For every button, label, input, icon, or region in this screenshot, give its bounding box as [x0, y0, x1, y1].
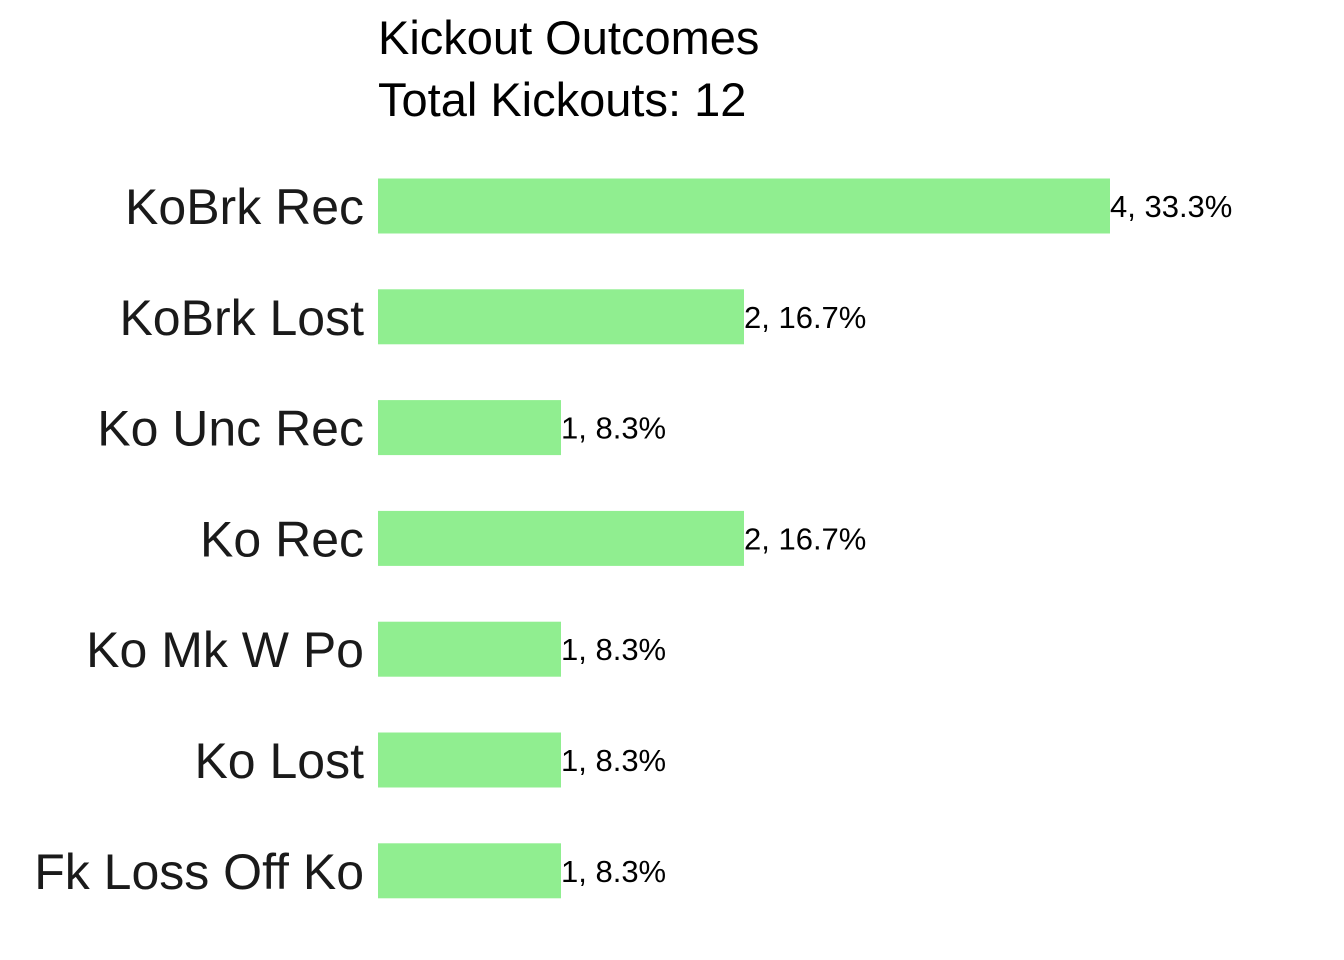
- chart-title: Kickout Outcomes: [378, 11, 759, 64]
- bar: [378, 400, 561, 456]
- category-label: KoBrk Lost: [119, 290, 364, 346]
- category-label: Ko Mk W Po: [86, 622, 364, 678]
- category-label: Ko Lost: [194, 733, 364, 789]
- bar: [378, 621, 561, 677]
- data-label: 1, 8.3%: [561, 854, 666, 889]
- category-label: Ko Rec: [200, 511, 364, 567]
- bar: [378, 843, 561, 899]
- bar-data-labels: 4, 33.3% 2, 16.7% 1, 8.3% 2, 16.7% 1, 8.3% 1,…: [561, 189, 1232, 889]
- bars: [378, 178, 1110, 899]
- data-label: 4, 33.3%: [1110, 189, 1232, 224]
- data-label: 2, 16.7%: [744, 300, 866, 335]
- bar: [378, 178, 1110, 234]
- category-label: Ko Unc Rec: [97, 401, 364, 457]
- bar: [378, 732, 561, 788]
- category-label: Fk Loss Off Ko: [34, 844, 364, 900]
- category-label: KoBrk Rec: [125, 179, 364, 235]
- category-axis-labels: KoBrk Rec KoBrk Lost Ko Unc Rec Ko Rec Ko Mk…: [34, 179, 364, 900]
- bar: [378, 289, 744, 345]
- data-label: 1, 8.3%: [561, 411, 666, 446]
- chart-subtitle: Total Kickouts: 12: [378, 73, 746, 126]
- data-label: 1, 8.3%: [561, 743, 666, 778]
- bar: [378, 510, 744, 566]
- data-label: 2, 16.7%: [744, 521, 866, 556]
- data-label: 1, 8.3%: [561, 632, 666, 667]
